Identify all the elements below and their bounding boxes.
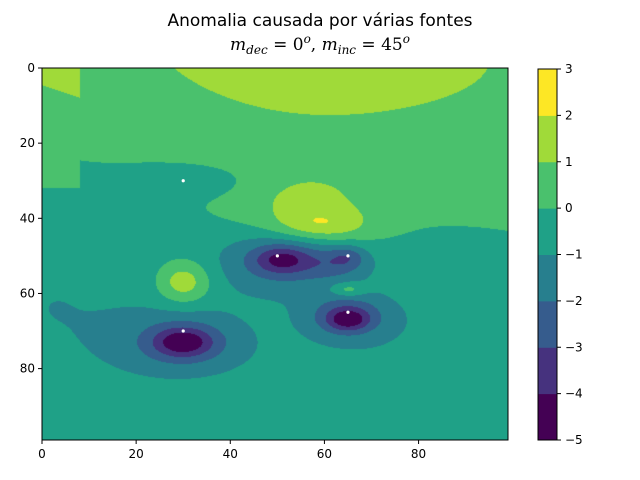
colorbar-tick-label-8: 2	[565, 108, 573, 122]
colorbar-tick-label-7: 1	[565, 155, 573, 169]
colorbar-tick-label-1: −5	[565, 433, 583, 447]
colorbar-band-1	[538, 393, 557, 441]
y-tick-label-0: 0	[27, 61, 35, 75]
colorbar-band-4	[538, 254, 557, 302]
contour-fill	[42, 68, 508, 440]
subtitle-deg-2: o	[403, 32, 410, 46]
subtitle-dec-symbol: m	[230, 35, 246, 55]
contour-plot	[42, 68, 508, 440]
subtitle-inc-sub: inc	[338, 43, 357, 57]
x-tick-label-20: 20	[129, 447, 144, 461]
colorbar-band-7	[538, 115, 557, 163]
source-marker-4	[346, 310, 350, 314]
colorbar-band-6	[538, 161, 557, 209]
plot-frame	[41, 67, 509, 441]
x-tick-label-60: 60	[317, 447, 332, 461]
subtitle-separator: ,	[311, 35, 322, 55]
colorbar-tick-label-9: 3	[565, 62, 573, 76]
subtitle-inc-value: 45	[381, 35, 403, 55]
x-tick-label-80: 80	[411, 447, 426, 461]
chart-subtitle: mdec = 0o, minc = 45o	[230, 32, 410, 57]
subtitle-equals-2: =	[356, 35, 381, 55]
source-marker-5	[181, 329, 185, 333]
source-marker-1	[181, 179, 185, 183]
y-tick-label-60: 60	[20, 286, 35, 300]
subtitle-equals-1: =	[268, 35, 293, 55]
y-tick-label-20: 20	[20, 136, 35, 150]
colorbar-band-8	[538, 69, 557, 116]
source-marker-3	[346, 254, 350, 258]
colorbar-band-3	[538, 300, 557, 348]
colorbar-tick-label-6: 0	[565, 201, 573, 215]
colorbar-tick-label-4: −2	[565, 294, 583, 308]
subtitle-deg-1: o	[304, 32, 311, 46]
x-tick-label-0: 0	[38, 447, 46, 461]
colorbar-tick-label-2: −4	[565, 387, 583, 401]
source-markers	[181, 179, 350, 333]
colorbar-tick-label-3: −3	[565, 340, 583, 354]
source-marker-2	[275, 254, 279, 258]
y-axis: 0 20 40 60 80	[20, 61, 42, 376]
y-tick-label-40: 40	[20, 211, 35, 225]
x-tick-label-40: 40	[223, 447, 238, 461]
subtitle-dec-sub: dec	[246, 43, 268, 57]
subtitle-inc-symbol: m	[322, 35, 338, 55]
colorbar-tick-label-5: −1	[565, 248, 583, 262]
chart-title: Anomalia causada por várias fontes	[167, 11, 472, 31]
x-axis: 0 20 40 60 80	[38, 440, 426, 461]
y-tick-label-80: 80	[20, 362, 35, 376]
colorbar-band-5	[538, 208, 557, 255]
colorbar: −5 −4 −3 −2 −1 0 1 2 3	[537, 62, 583, 447]
colorbar-band-2	[538, 347, 557, 395]
subtitle-dec-value: 0	[293, 35, 304, 55]
